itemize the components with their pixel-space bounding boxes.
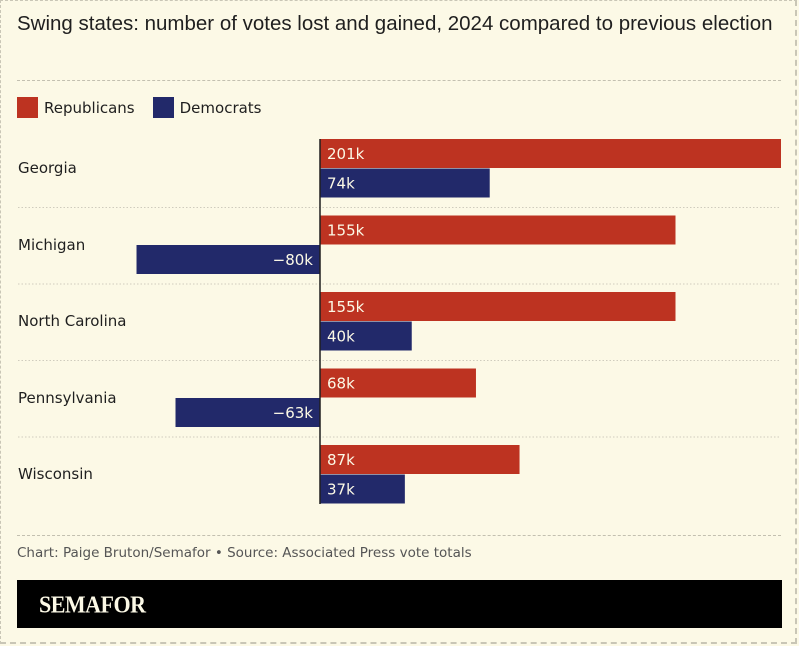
data-label-democrats-michigan: −80k [273,251,314,269]
footer-divider [17,535,781,536]
legend-swatch-democrats [152,97,174,118]
state-label-georgia: Georgia [18,159,77,177]
data-label-democrats-pennsylvania: −63k [273,404,314,422]
data-label-republicans-michigan: 155k [327,222,365,240]
source-credit: Chart: Paige Bruton/Semafor • Source: As… [17,545,472,561]
state-label-pennsylvania: Pennsylvania [18,388,117,407]
chart-title: Swing states: number of votes lost and g… [17,12,773,35]
data-label-democrats-georgia: 74k [327,175,355,193]
data-label-republicans-north-carolina: 155k [327,298,365,316]
semafor-logo: SEMAFOR [39,590,146,619]
legend-label-republicans: Republicans [44,98,135,117]
bar-democrats-georgia [320,168,490,198]
bar-democrats-michigan [136,245,320,274]
bar-democrats-pennsylvania [175,398,320,427]
state-label-north-carolina: North Carolina [18,312,127,330]
legend-label-democrats: Democrats [179,98,262,117]
state-label-wisconsin: Wisconsin [18,465,93,483]
bar-republicans-wisconsin [320,445,520,474]
legend-item-republicans: Republicans [17,97,135,118]
state-label-michigan: Michigan [18,235,86,254]
legend-swatch-republicans [17,97,38,118]
data-label-democrats-wisconsin: 37k [327,481,355,499]
brand-bar: SEMAFOR [17,580,782,628]
bar-republicans-north-carolina [320,292,676,321]
data-label-republicans-pennsylvania: 68k [327,375,355,393]
bar-republicans-michigan [320,215,676,245]
bar-republicans-georgia [320,139,781,168]
bar-democrats-wisconsin [320,474,405,504]
legend: Republicans Democrats [17,97,280,118]
title-divider [17,80,781,81]
legend-item-democrats: Democrats [152,97,262,118]
bar-republicans-pennsylvania [320,368,476,398]
bar-democrats-north-carolina [320,321,412,351]
data-label-republicans-wisconsin: 87k [327,451,355,469]
data-label-republicans-georgia: 201k [327,145,365,163]
data-label-democrats-north-carolina: 40k [327,328,355,346]
